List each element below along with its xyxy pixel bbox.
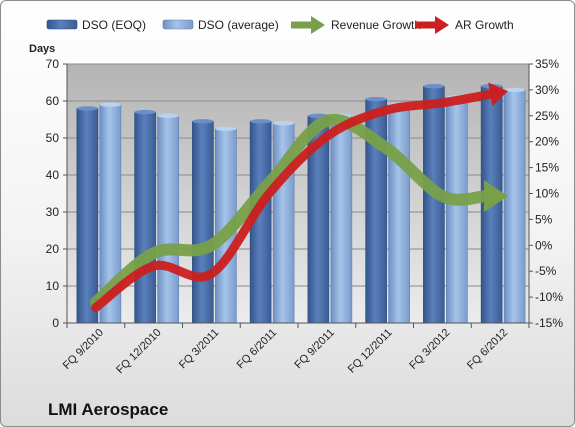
x-tick-label: FQ 9/2010 bbox=[61, 327, 106, 372]
bar-dso-average bbox=[157, 115, 179, 324]
bar-top bbox=[134, 109, 156, 115]
y-right-tick-label: 35% bbox=[535, 57, 559, 71]
bar-dso-average bbox=[330, 115, 353, 324]
bar-top bbox=[273, 121, 295, 126]
x-tick-label: FQ 3/2012 bbox=[407, 327, 452, 372]
y-right-tick-label: -15% bbox=[535, 316, 563, 330]
y-left-tick-label: 30 bbox=[46, 205, 60, 219]
x-tick-label: FQ 9/2011 bbox=[292, 327, 337, 372]
arrowhead-revenue-growth bbox=[484, 180, 509, 213]
legend-label: Revenue Growth bbox=[331, 18, 421, 32]
bar-dso-eoq bbox=[192, 121, 214, 324]
bar-dso-eoq bbox=[423, 85, 445, 324]
line-revenue-growth bbox=[89, 113, 492, 309]
arrowhead-ar-growth bbox=[488, 82, 508, 107]
y-right-tick-label: -10% bbox=[535, 290, 563, 304]
bar-top bbox=[365, 96, 387, 102]
y-right-tick-label: 20% bbox=[535, 135, 559, 149]
legend-swatch bbox=[162, 19, 194, 30]
bar-dso-eoq bbox=[76, 108, 99, 324]
bar-dso-average bbox=[388, 104, 410, 324]
x-tick-label: FQ 6/2011 bbox=[235, 327, 280, 372]
legend-label: DSO (average) bbox=[198, 18, 279, 32]
legend-item-ar-growth: AR Growth bbox=[415, 16, 514, 34]
y-left-tick-label: 60 bbox=[46, 94, 60, 108]
y-right-tick-label: 15% bbox=[535, 161, 559, 175]
line-series bbox=[89, 82, 509, 312]
x-tick-label: FQ 12/2011 bbox=[346, 327, 395, 376]
bar-dso-eoq bbox=[134, 111, 156, 324]
line-ar-growth bbox=[91, 89, 494, 312]
y-right-tick-label: 0% bbox=[535, 238, 553, 252]
y-left-tick-label: 50 bbox=[46, 131, 60, 145]
bar-top bbox=[250, 119, 272, 124]
legend-label: AR Growth bbox=[455, 18, 514, 32]
y-left-tick-label: 10 bbox=[46, 279, 60, 293]
y-left-tick-label: 20 bbox=[46, 242, 60, 256]
x-tick-label: FQ 6/2012 bbox=[465, 327, 510, 372]
bar-top bbox=[157, 113, 179, 119]
y-right-tick-label: 5% bbox=[535, 212, 553, 226]
legend-item-dso-eoq-: DSO (EOQ) bbox=[46, 18, 146, 32]
bar-top bbox=[215, 126, 237, 131]
legend-item-dso-average-: DSO (average) bbox=[162, 18, 279, 32]
bar-top bbox=[423, 84, 445, 89]
y-left-tick-label: 40 bbox=[46, 168, 60, 182]
bar-dso-average bbox=[503, 89, 526, 324]
y-right-tick-label: 25% bbox=[535, 109, 559, 123]
legend-swatch bbox=[46, 19, 78, 30]
legend-arrowhead bbox=[435, 16, 449, 34]
x-tick-label: FQ 3/2011 bbox=[177, 327, 222, 372]
company-name: LMI Aerospace bbox=[48, 400, 169, 419]
y-right-tick-label: -5% bbox=[535, 264, 557, 278]
legend-item-revenue-growth: Revenue Growth bbox=[291, 16, 421, 34]
bar-top bbox=[504, 87, 526, 93]
y-right-tick-label: 10% bbox=[535, 187, 559, 201]
x-tick-label: FQ 12/2010 bbox=[114, 327, 164, 377]
legend-label: DSO (EOQ) bbox=[82, 18, 146, 32]
bar-dso-average bbox=[446, 97, 468, 324]
y-left-tick-label: 0 bbox=[52, 316, 59, 330]
legend: DSO (EOQ) DSO (average) Revenue Growth AR G… bbox=[46, 16, 514, 34]
y-right-tick-label: 30% bbox=[535, 83, 559, 97]
bar-top bbox=[76, 106, 98, 111]
bar-top bbox=[99, 102, 121, 107]
y-left-tick-label: 70 bbox=[46, 57, 60, 71]
y-left-axis-label: Days bbox=[29, 43, 55, 55]
legend-arrowhead bbox=[311, 16, 325, 34]
bar-top bbox=[192, 119, 214, 124]
